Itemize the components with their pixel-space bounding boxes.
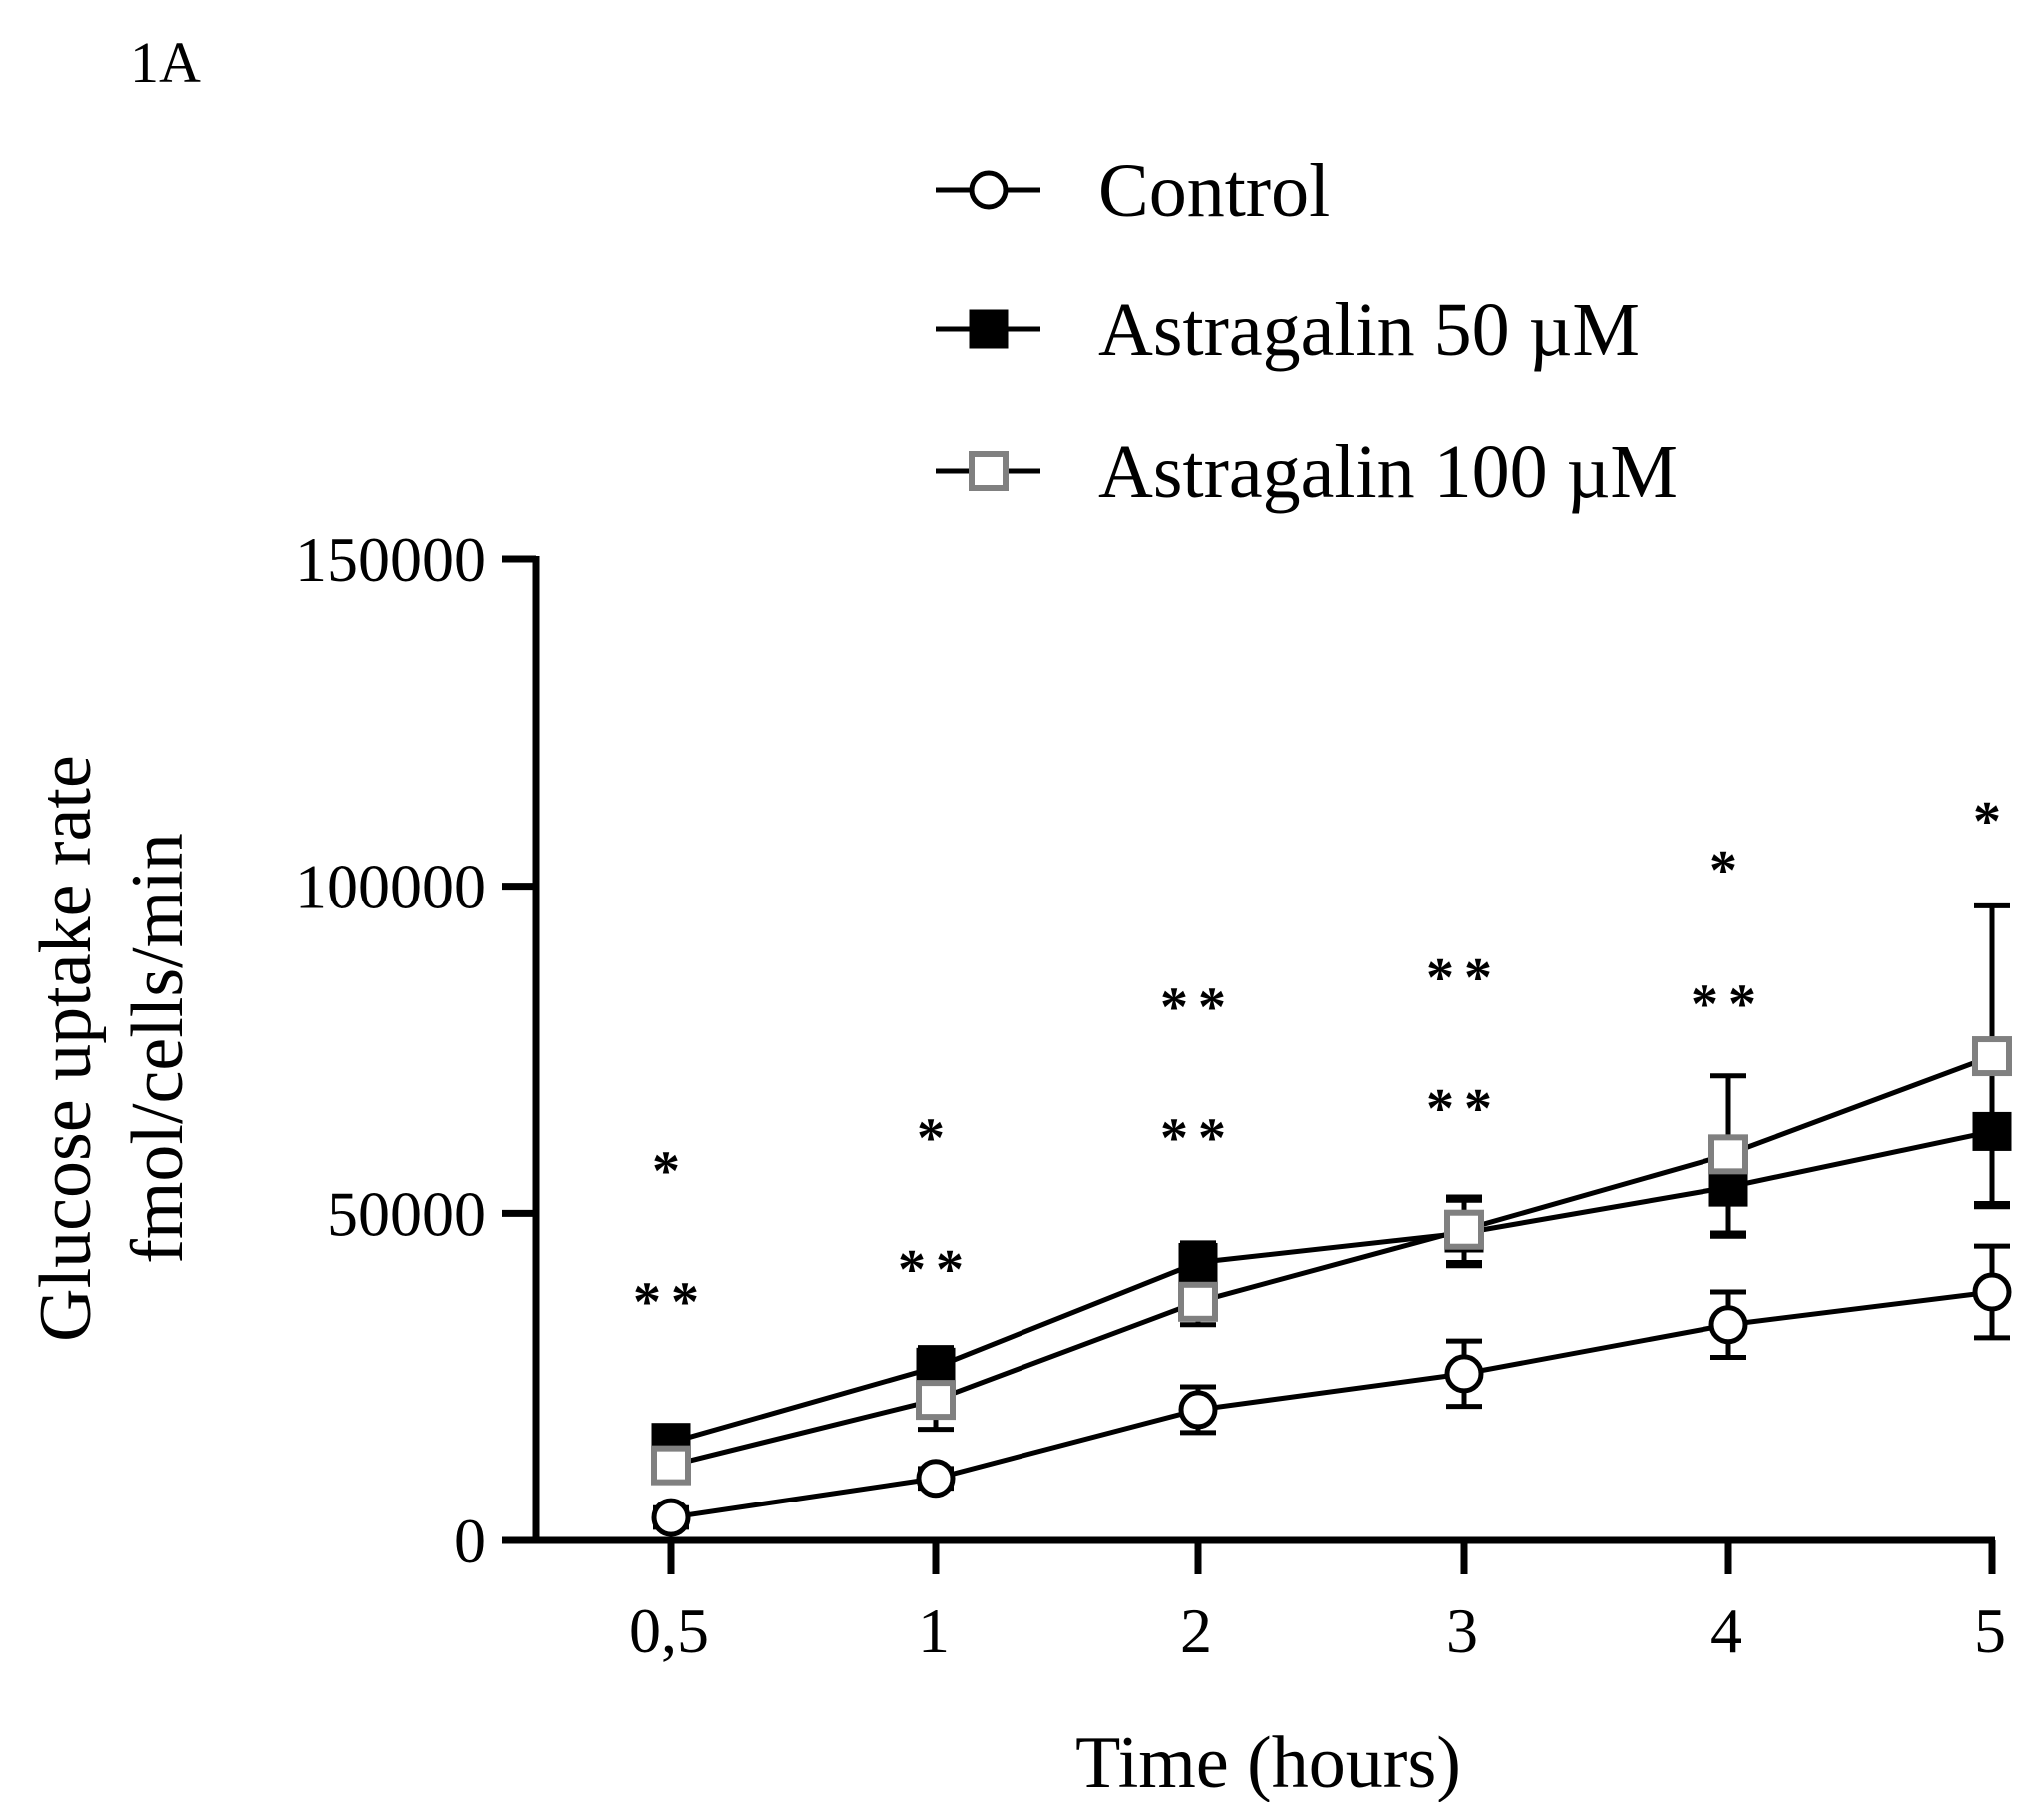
significance-marker: * bbox=[1709, 840, 1747, 901]
data-point bbox=[916, 1380, 956, 1421]
series-line bbox=[670, 1128, 1993, 1446]
significance-marker: ** bbox=[633, 1272, 709, 1334]
y-tick-label: 0 bbox=[454, 1505, 486, 1576]
x-tick-label: 5 bbox=[1974, 1595, 2006, 1666]
series-2 bbox=[651, 902, 2012, 1486]
legend-marker bbox=[969, 451, 1009, 491]
x-tick-label: 0,5 bbox=[629, 1595, 709, 1666]
panel-label: 1A bbox=[130, 30, 201, 95]
significance-annotations: ****************** bbox=[633, 791, 2011, 1334]
data-point bbox=[1708, 1134, 1748, 1175]
data-point bbox=[651, 1498, 691, 1537]
significance-marker: ** bbox=[898, 1239, 974, 1301]
data-point bbox=[1444, 1209, 1484, 1250]
legend-label: Control bbox=[1098, 149, 1330, 233]
x-axis-title: Time (hours) bbox=[1075, 1722, 1461, 1802]
series-0 bbox=[651, 1243, 2012, 1537]
data-point bbox=[1972, 1272, 2012, 1312]
data-point bbox=[651, 1445, 691, 1486]
legend-marker bbox=[969, 170, 1009, 210]
legend: Control Astragalin 50 µM Astragalin 100 µM bbox=[936, 149, 1678, 514]
series-line bbox=[670, 1289, 1993, 1520]
data-point bbox=[1178, 1242, 1218, 1282]
y-tick-label: 50000 bbox=[327, 1178, 486, 1249]
significance-marker: ** bbox=[1160, 977, 1236, 1039]
significance-marker: ** bbox=[1691, 973, 1766, 1035]
data-point bbox=[1972, 1036, 2012, 1077]
series-1 bbox=[651, 1056, 2012, 1463]
x-tick-label: 1 bbox=[918, 1595, 950, 1666]
x-tick-label: 4 bbox=[1710, 1595, 1742, 1666]
data-point bbox=[1178, 1281, 1218, 1322]
significance-marker: ** bbox=[1426, 947, 1502, 1009]
x-tick-label: 2 bbox=[1180, 1595, 1212, 1666]
significance-marker: * bbox=[652, 1140, 690, 1202]
significance-marker: * bbox=[917, 1108, 955, 1170]
legend-label: Astragalin 50 µM bbox=[1098, 289, 1640, 372]
legend-marker bbox=[969, 309, 1009, 349]
data-point bbox=[1444, 1354, 1484, 1394]
significance-marker: ** bbox=[1426, 1078, 1502, 1140]
data-point bbox=[916, 1459, 956, 1499]
data-point bbox=[916, 1347, 956, 1387]
x-tick-label: 3 bbox=[1446, 1595, 1478, 1666]
legend-label: Astragalin 100 µM bbox=[1098, 430, 1678, 514]
data-point bbox=[1178, 1390, 1218, 1430]
series-group bbox=[651, 902, 2012, 1537]
series-line bbox=[670, 1053, 1993, 1469]
y-axis-title: Glucose uptake rate fmol/cells/min bbox=[25, 755, 199, 1342]
significance-marker: ** bbox=[1160, 1108, 1236, 1170]
data-point bbox=[1708, 1305, 1748, 1345]
significance-marker: * bbox=[1973, 791, 2011, 853]
y-tick-label: 150000 bbox=[295, 524, 486, 595]
axes: 0 50000 100000 150000 0,5 1 2 3 4 5 bbox=[295, 524, 2006, 1666]
y-axis-title-rotated: Glucose uptake rate fmol/cells/min bbox=[25, 755, 199, 1342]
y-axis-title-line: Glucose uptake rate bbox=[25, 755, 107, 1342]
y-tick-label: 100000 bbox=[295, 852, 486, 922]
y-axis-title-line: fmol/cells/min bbox=[117, 833, 199, 1264]
